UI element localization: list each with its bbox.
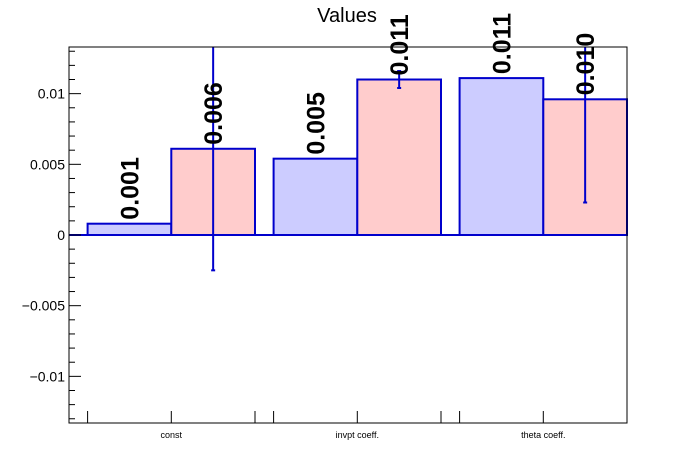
- x-category-label: invpt coeff.: [336, 430, 379, 440]
- bar: [458, 77, 545, 236]
- data-label: 0.010: [572, 33, 600, 96]
- data-label: 0.001: [116, 157, 144, 220]
- y-tick-label: 0.01: [38, 86, 65, 102]
- chart-title: Values: [317, 5, 377, 27]
- bar: [272, 157, 359, 236]
- bars-layer: [86, 77, 628, 236]
- data-labels-layer: 0.001 0.005 0.011 0.006 0.011 0.010: [116, 13, 600, 220]
- error-bars-layer: [211, 47, 588, 272]
- data-label: 0.011: [488, 13, 516, 74]
- y-tick-label: −0.01: [30, 368, 66, 384]
- bar: [356, 78, 442, 236]
- x-category-label: const: [161, 430, 183, 440]
- y-tick-label: 0: [57, 227, 65, 243]
- data-label: 0.011: [386, 14, 414, 75]
- x-category-label: theta coeff.: [521, 430, 565, 440]
- y-axis: −0.01 −0.005 0 0.005 0.01: [22, 50, 81, 420]
- y-tick-label: 0.005: [30, 156, 65, 172]
- data-label: 0.006: [200, 82, 228, 145]
- data-label: 0.005: [302, 92, 330, 155]
- x-axis: const invpt coeff. theta coeff.: [87, 411, 628, 440]
- bar: [86, 222, 173, 236]
- y-tick-label: −0.005: [22, 298, 65, 314]
